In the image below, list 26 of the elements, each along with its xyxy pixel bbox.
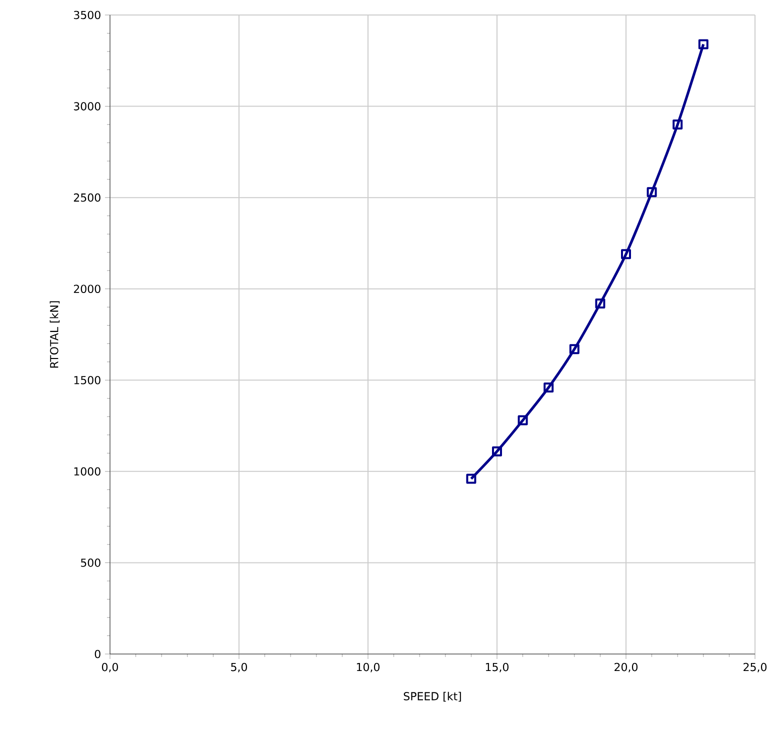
y-tick-label: 3500 — [74, 10, 100, 20]
point — [569, 344, 580, 354]
y-tick-label: 1500 — [74, 376, 100, 384]
y-tick-label: 1000 — [74, 467, 100, 476]
point — [544, 382, 554, 392]
x-tick-label: 15,0 — [486, 662, 509, 672]
y-tick-label: 2000 — [74, 284, 100, 294]
point — [492, 446, 502, 456]
x-tick-label: 20,0 — [614, 662, 638, 672]
y-tick-label: 2500 — [74, 193, 100, 202]
x-tick-label: 25,0 — [744, 662, 767, 672]
point — [621, 249, 631, 260]
point — [646, 187, 657, 198]
y-tick-label: 0 — [94, 650, 100, 658]
point — [518, 415, 528, 426]
point — [672, 120, 683, 130]
point — [698, 39, 708, 50]
x-axis-title: SPEED [kt] — [404, 692, 461, 702]
x-tick-label: 10,0 — [356, 662, 380, 672]
x-tick-label: 5,0 — [231, 662, 248, 672]
y-axis-title: RTOTAL [kN] — [50, 301, 60, 368]
x-tick-label: 0,0 — [102, 662, 118, 672]
y-tick-label: 3000 — [74, 102, 100, 110]
point — [466, 474, 476, 484]
y-tick-label: 500 — [80, 558, 100, 567]
point — [595, 298, 606, 308]
